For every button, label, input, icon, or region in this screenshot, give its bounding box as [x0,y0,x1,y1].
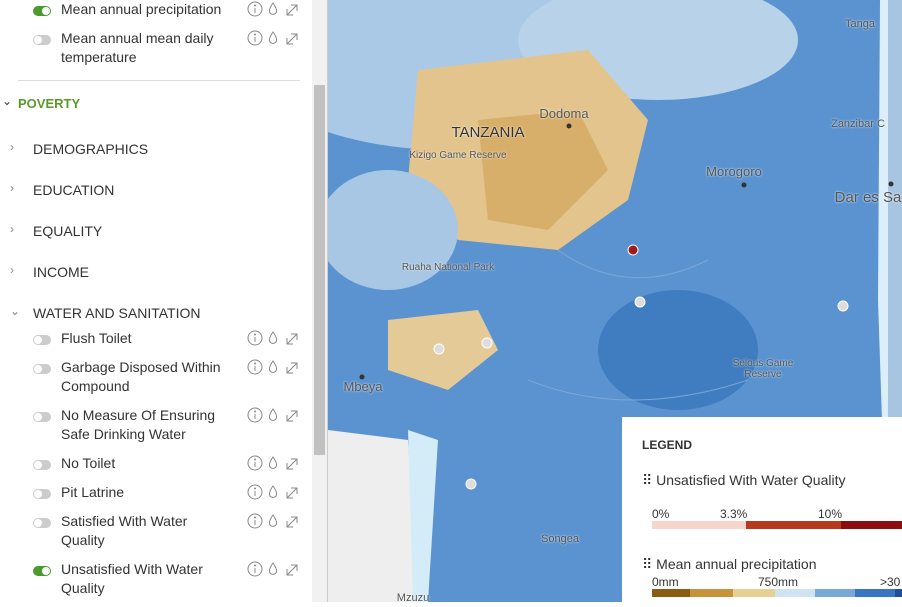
chevron: ⌄ [10,304,21,318]
category[interactable]: DEMOGRAPHICS [33,141,149,157]
legend-bars [652,521,902,597]
legend: LEGEND ⠿ Unsatisfied With Water Quality … [622,417,902,602]
chevron: ⌄ [2,94,13,108]
layer-icons[interactable] [247,513,299,534]
legend-title: LEGEND [642,438,693,452]
layer-icons[interactable] [247,1,299,17]
toggle[interactable] [33,6,51,16]
layer-label: Flush Toilet [61,330,132,346]
map-label: Dar es Sa [834,189,902,206]
map-label: TANZANIA [451,124,525,141]
layer-icons[interactable] [247,330,299,346]
category[interactable]: EQUALITY [33,223,103,239]
section-title[interactable]: POVERTY [18,96,81,111]
map-label: Kizigo Game Reserve [409,150,507,161]
chevron: › [10,181,14,195]
legend-label: 3.3% [720,507,748,521]
toggle[interactable] [33,335,51,345]
legend-item: ⠿ Mean annual precipitation [642,556,817,572]
legend-label: 750mm [758,575,799,589]
scrollbar[interactable] [312,0,328,602]
layer-icons[interactable] [247,484,299,505]
layer-icons[interactable] [247,30,299,51]
toggle[interactable] [33,412,51,422]
layer-label: Unsatisfied With Water Quality [61,561,203,596]
map-label: Zanzibar C [831,118,885,130]
layer-icons[interactable] [247,455,299,476]
layer-icons[interactable] [247,330,299,351]
map-label: Songea [541,533,579,545]
layer-label: Garbage Disposed Within Compound [61,359,221,394]
layer-icons[interactable] [247,359,299,375]
toggle[interactable] [33,364,51,374]
layer-icons[interactable] [247,455,299,471]
layer-icons[interactable] [247,407,299,428]
layer-icons[interactable] [247,561,299,577]
layer-icons[interactable] [247,407,299,423]
map-label: Ruaha National Park [401,262,495,273]
layer-label: No Measure Of Ensuring Safe Drinking Wat… [61,407,216,442]
legend-name: Mean annual precipitation [656,556,817,572]
toggle[interactable] [33,566,51,576]
chevron: › [10,263,14,277]
toggle[interactable] [33,518,51,528]
category[interactable]: EDUCATION [33,182,115,198]
layer-icons[interactable] [247,30,299,46]
toggle[interactable] [33,460,51,470]
layer-icons[interactable] [247,513,299,529]
category[interactable]: WATER AND SANITATION [33,305,201,321]
layer-label: Satisfied With Water Quality [61,513,188,548]
legend-item: ⠿ Unsatisfied With Water Quality [642,472,846,488]
layer-icons[interactable] [247,561,299,582]
map-label: Mzuzu [396,592,430,602]
layer-label: Mean annual mean daily temperature [61,30,214,65]
legend-label: >30 [880,575,901,589]
toggle[interactable] [33,489,51,499]
map-label: Selous Game Reserve [732,358,794,380]
chevron: › [10,222,14,236]
legend-label: 10% [818,507,843,521]
map-label: Dodoma [539,106,589,121]
divider [18,80,300,81]
layer-icons[interactable] [247,359,299,380]
category[interactable]: INCOME [33,264,89,280]
toggle[interactable] [33,35,51,45]
chevron: › [10,140,14,154]
legend-name: Unsatisfied With Water Quality [656,472,846,488]
map-label: Morogoro [706,164,762,179]
sidebar: Mean annual precipitation Mean annual mea… [0,0,312,602]
map-label: Mbeya [343,379,383,394]
layer-label: Mean annual precipitation [61,1,222,17]
layer-icons[interactable] [247,1,299,22]
layer-label: No Toilet [61,455,116,471]
map-label: Tanga [845,18,875,30]
layer-icons[interactable] [247,484,299,500]
scroll-thumb[interactable] [314,85,325,455]
legend-label: 0mm [652,575,679,589]
layer-label: Pit Latrine [61,484,125,500]
legend-label: 0% [652,507,670,521]
